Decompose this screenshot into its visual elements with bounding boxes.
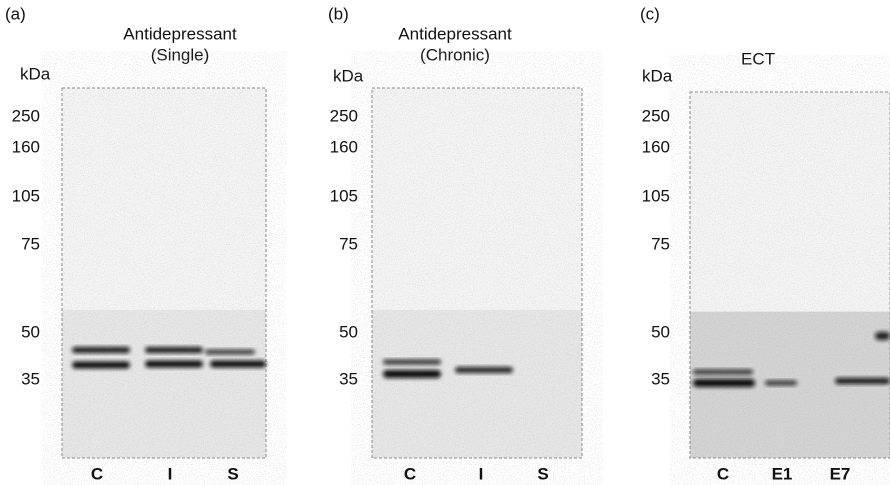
blot-shade	[372, 310, 582, 458]
band	[693, 369, 753, 375]
panel-title: ECT	[741, 49, 775, 68]
panel-label: (b)	[328, 4, 349, 23]
marker-label: 160	[642, 137, 670, 156]
marker-label: 50	[21, 322, 40, 341]
lane-label: I	[479, 464, 484, 483]
lane-label: S	[537, 464, 548, 483]
unit-label: kDa	[20, 64, 51, 83]
marker-label: 75	[651, 234, 670, 253]
unit-label: kDa	[333, 66, 364, 85]
panel-title: Antidepressant	[398, 24, 512, 43]
blot-shade	[62, 310, 266, 458]
marker-label: 160	[330, 137, 358, 156]
band	[210, 360, 266, 368]
band	[765, 380, 797, 386]
band	[72, 347, 130, 353]
lane-label: E7	[830, 464, 851, 483]
marker-label: 105	[330, 186, 358, 205]
band	[835, 378, 890, 384]
band	[693, 379, 755, 387]
band	[383, 359, 441, 365]
blot-panel: (b) Antidepressant (Chronic) kDa 250 160 105 75…	[328, 4, 583, 483]
unit-label: kDa	[642, 66, 673, 85]
lane-label: E1	[772, 464, 793, 483]
marker-label: 250	[12, 106, 40, 125]
marker-label: 75	[21, 234, 40, 253]
panel-label: (a)	[5, 4, 26, 23]
lane-label: S	[227, 464, 238, 483]
panel-title: (Chronic)	[420, 45, 490, 64]
panel-title: (Single)	[151, 45, 210, 64]
marker-label: 250	[330, 106, 358, 125]
lane-label: C	[404, 464, 416, 483]
marker-label: 35	[21, 369, 40, 388]
blot-noise	[62, 88, 266, 458]
marker-label: 75	[339, 234, 358, 253]
marker-label: 35	[339, 369, 358, 388]
band	[145, 347, 203, 353]
band	[875, 332, 890, 340]
band	[455, 367, 513, 373]
band	[383, 370, 441, 378]
panel-title: Antidepressant	[123, 24, 237, 43]
lane-label: I	[168, 464, 173, 483]
band	[72, 361, 130, 369]
marker-label: 50	[651, 322, 670, 341]
blot-panel: (c) ECT kDa 250 160 105 75 50 35 C E1 E7	[640, 4, 890, 483]
lane-label: C	[717, 464, 729, 483]
panel-label: (c)	[640, 4, 660, 23]
band	[145, 360, 203, 368]
marker-label: 160	[12, 137, 40, 156]
marker-label: 250	[642, 106, 670, 125]
blot-panel: (a) Antidepressant (Single) kDa 250 160 105 75 5…	[5, 4, 267, 483]
blot-noise	[372, 88, 582, 458]
blot-noise	[690, 92, 890, 458]
lane-label: C	[91, 464, 103, 483]
marker-label: 50	[339, 322, 358, 341]
marker-label: 35	[651, 369, 670, 388]
marker-label: 105	[12, 186, 40, 205]
band	[205, 349, 255, 355]
marker-label: 105	[642, 186, 670, 205]
